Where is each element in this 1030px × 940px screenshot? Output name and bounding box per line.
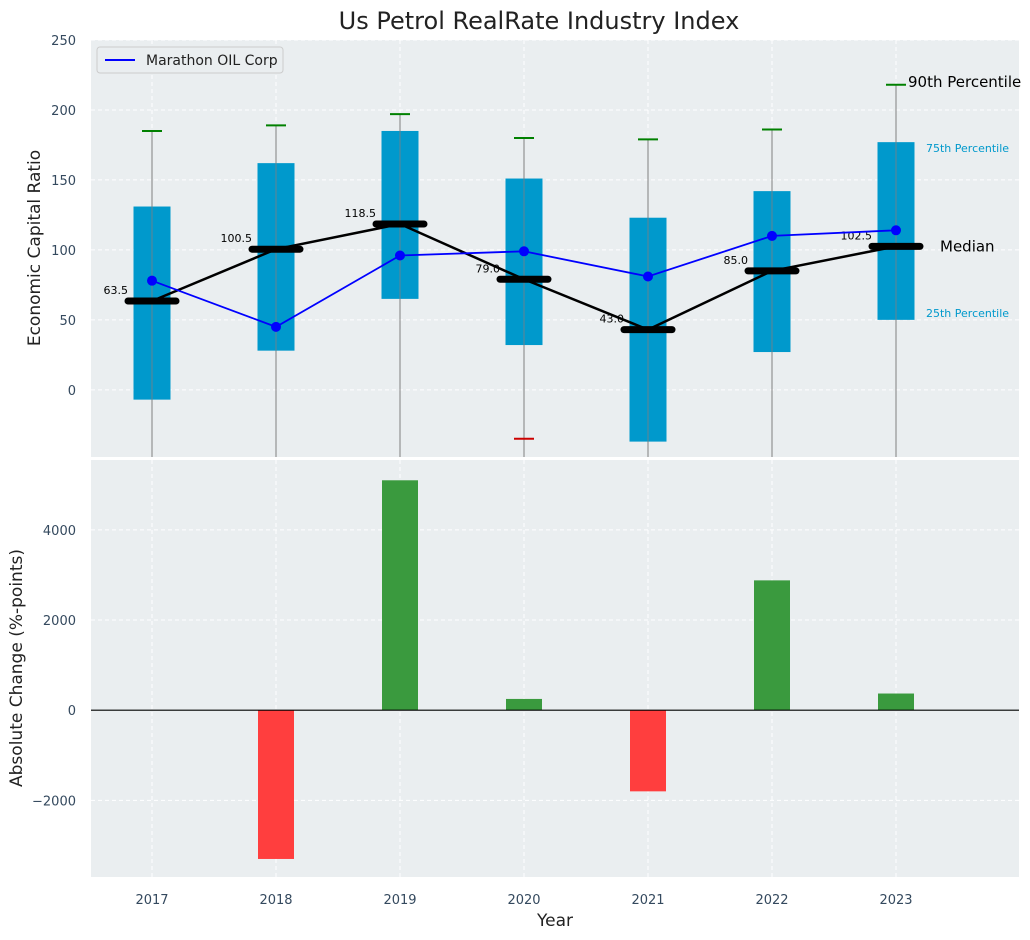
- bar-2023: [878, 693, 914, 711]
- median-label: 79.0: [476, 262, 501, 275]
- bar-2020: [506, 698, 542, 711]
- series-point: [891, 225, 901, 236]
- series-point: [767, 230, 777, 241]
- median-label: 43.0: [600, 313, 625, 326]
- x-tick-label: 2022: [755, 893, 788, 908]
- x-tick-label: 2017: [135, 893, 168, 908]
- series-point: [271, 321, 281, 332]
- bar-2022: [754, 580, 790, 711]
- annotation-median: Median: [940, 237, 995, 255]
- annotation-p90: 90th Percentile: [908, 73, 1021, 91]
- legend-box: [96, 46, 284, 74]
- bottom-y-axis-label: Absolute Change (%-points): [7, 549, 27, 787]
- bottom-grid: [91, 460, 1019, 877]
- top-y-tick-label: 200: [51, 104, 76, 119]
- median-label: 100.5: [221, 232, 253, 245]
- bottom-plot-area: [91, 460, 1019, 877]
- bar-2019: [382, 480, 418, 711]
- top-y-tick-label: 150: [51, 174, 76, 189]
- legend-label: Marathon OIL Corp: [146, 53, 278, 69]
- x-tick-label: 2018: [259, 893, 292, 908]
- bottom-y-tick-label: 2000: [43, 614, 76, 629]
- x-tick-label: 2021: [631, 893, 664, 908]
- x-tick-label: 2023: [879, 893, 912, 908]
- annotation-p25: 25th Percentile: [926, 307, 1009, 320]
- series-point: [519, 246, 529, 257]
- bottom-y-tick-label: 4000: [43, 524, 76, 539]
- top-grid: [91, 39, 1019, 457]
- median-label: 85.0: [724, 254, 749, 267]
- series-point: [147, 275, 157, 286]
- median-label: 63.5: [104, 284, 129, 297]
- x-tick-label: 2020: [507, 893, 540, 908]
- top-y-axis-label: Economic Capital Ratio: [25, 150, 45, 346]
- bar-2021: [630, 710, 666, 792]
- top-y-tick-label: 0: [68, 384, 76, 399]
- chart-title: Us Petrol RealRate Industry Index: [339, 7, 740, 35]
- bottom-y-tick-label: 0: [68, 704, 76, 719]
- bars: [91, 480, 1019, 859]
- top-y-tick-label: 50: [59, 314, 76, 329]
- bar-2018: [258, 710, 294, 859]
- annotation-p75: 75th Percentile: [926, 142, 1009, 155]
- x-axis-label: Year: [536, 911, 573, 931]
- median-label: 118.5: [345, 207, 377, 220]
- bottom-y-tick-label: −2000: [32, 794, 76, 809]
- x-tick-label: 2019: [383, 893, 416, 908]
- legend: Marathon OIL Corp: [96, 46, 284, 74]
- top-y-tick-label: 250: [51, 34, 76, 49]
- series-point: [395, 250, 405, 261]
- series-point: [643, 271, 653, 282]
- top-y-tick-label: 100: [51, 244, 76, 259]
